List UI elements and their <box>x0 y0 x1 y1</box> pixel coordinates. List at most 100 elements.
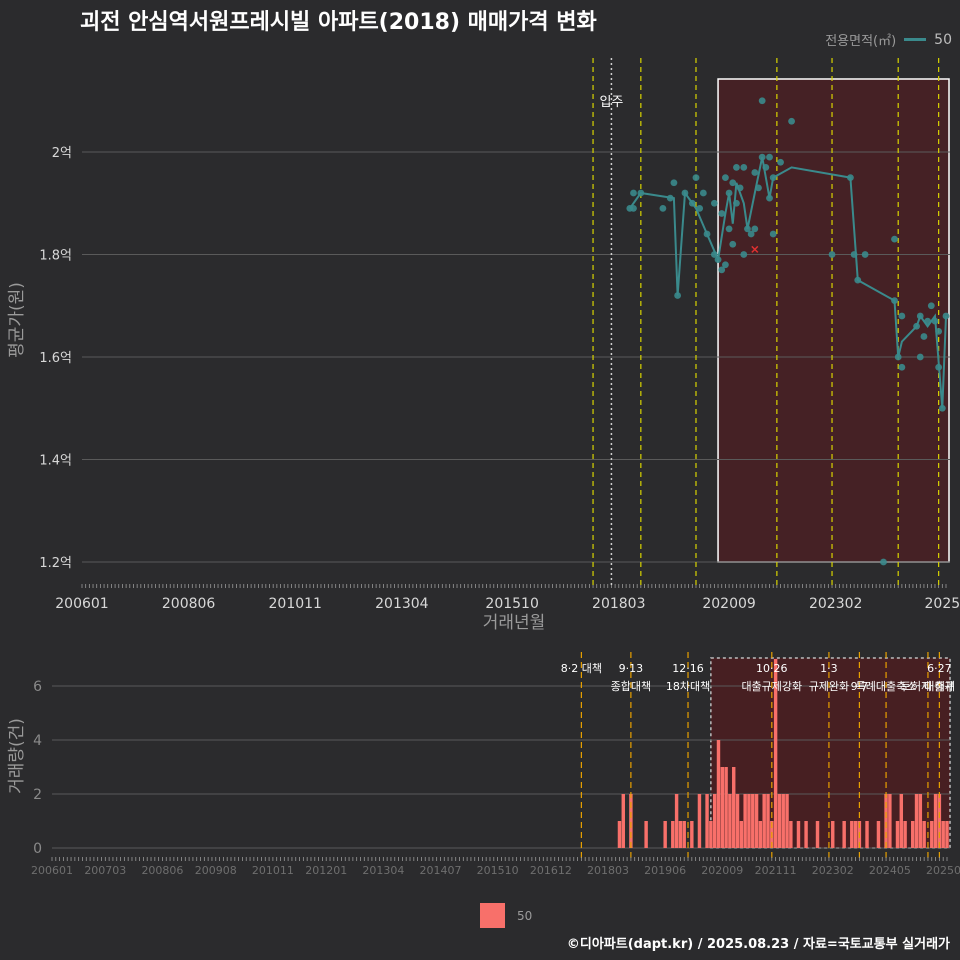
data-point <box>703 230 711 238</box>
y-tick-label-bottom: 0 <box>33 841 42 857</box>
event-sublabel: 18차대책 <box>666 680 710 693</box>
data-point <box>630 189 637 197</box>
event-sublabel: 대출규 <box>924 680 954 693</box>
volume-bar <box>712 794 717 848</box>
volume-bar <box>937 794 942 848</box>
event-label: 1·3 <box>820 662 838 675</box>
event-label: 8·2 대책 <box>561 662 602 675</box>
data-point <box>751 225 759 233</box>
x-tick-label-bottom: 202009 <box>701 864 743 877</box>
x-tick-label-bottom: 201906 <box>644 864 686 877</box>
x-tick-label: 2025 <box>925 596 960 612</box>
volume-bar <box>758 821 763 848</box>
volume-bar <box>735 794 740 848</box>
data-point <box>854 276 862 284</box>
volume-bar <box>918 794 923 848</box>
y-tick-label-bottom: 6 <box>33 679 42 695</box>
chart-title: 괴전 안심역서원프레시빌 아파트(2018) 매매가격 변화 <box>80 10 597 35</box>
data-point <box>666 194 674 202</box>
volume-bar <box>941 821 945 848</box>
volume-bar <box>789 821 793 848</box>
x-tick-label: 201011 <box>269 596 322 612</box>
volume-bar <box>781 794 785 848</box>
data-point <box>674 292 682 299</box>
data-point <box>670 179 678 187</box>
data-point <box>722 261 729 269</box>
data-point <box>733 163 740 171</box>
event-sublabel: 종합대책 <box>611 680 651 693</box>
data-point <box>696 204 704 212</box>
volume-bar <box>739 821 744 848</box>
volume-bar <box>682 821 686 848</box>
x-tick-label-bottom: 201407 <box>419 864 461 877</box>
x-tick-label: 201803 <box>592 596 645 612</box>
legend-top-swatch <box>904 38 927 41</box>
volume-bar <box>853 821 858 848</box>
volume-bar <box>621 794 625 848</box>
legend-bottom: 50 <box>480 903 532 928</box>
data-point <box>699 189 707 197</box>
volume-bar <box>644 821 648 848</box>
volume-bar <box>842 821 846 848</box>
x-tick-label: 201510 <box>485 596 538 612</box>
volume-bar <box>930 821 934 848</box>
y-tick-label-bottom: 2 <box>33 787 42 803</box>
volume-bar <box>895 821 900 848</box>
y-axis-label: 평균가(원) <box>7 282 27 358</box>
volume-bar <box>933 794 938 848</box>
data-point <box>758 97 766 105</box>
volume-bar <box>903 821 907 848</box>
event-label: 10·26 <box>756 662 788 675</box>
data-point <box>769 174 777 182</box>
event-label: 12·16 <box>672 662 704 675</box>
data-point <box>736 184 744 192</box>
volume-bar <box>663 821 667 848</box>
volume-bar <box>747 794 751 848</box>
data-point <box>733 199 740 207</box>
x-tick-label-bottom: 202508 <box>926 864 960 877</box>
data-point <box>924 317 932 325</box>
event-sublabel: 규제완화 <box>809 680 849 693</box>
data-point <box>710 251 718 258</box>
data-point <box>747 230 755 238</box>
x-tick-label-bottom: 201510 <box>477 864 519 877</box>
x-tick-label-bottom: 202302 <box>812 864 854 877</box>
movein-annotation: 입주 <box>599 95 623 110</box>
data-point <box>718 266 726 274</box>
data-point <box>891 235 898 243</box>
volume-bar <box>690 821 694 848</box>
data-point <box>777 158 784 166</box>
volume-bar <box>754 794 759 848</box>
data-point <box>751 169 759 176</box>
data-point <box>637 189 645 197</box>
legend-top: 전용면적(㎡) 50 <box>825 30 952 50</box>
volume-bar <box>911 821 915 848</box>
data-point <box>898 363 906 371</box>
legend-bottom-swatch <box>480 903 505 928</box>
volume-bar <box>876 821 881 848</box>
data-point <box>725 189 733 197</box>
data-point <box>898 312 906 320</box>
volume-bar <box>732 767 736 848</box>
data-point <box>722 174 729 182</box>
data-point <box>935 363 943 371</box>
legend-bottom-value: 50 <box>517 908 533 923</box>
x-tick-label: 202302 <box>809 596 862 612</box>
y-tick-label: 1.2억 <box>39 556 72 571</box>
volume-bar <box>629 794 633 848</box>
data-point <box>894 353 902 361</box>
data-point <box>766 194 773 202</box>
data-point <box>850 251 858 258</box>
data-point <box>692 174 700 182</box>
data-point <box>714 256 722 264</box>
data-point <box>740 251 748 258</box>
data-point <box>758 153 766 161</box>
x-tick-label-bottom: 202111 <box>755 864 797 877</box>
x-tick-label-bottom: 201304 <box>362 864 404 877</box>
data-point <box>710 199 718 207</box>
y-tick-label: 1.6억 <box>39 351 72 366</box>
data-point <box>861 251 869 258</box>
legend-top-value: 50 <box>934 31 952 48</box>
volume-bar <box>831 821 835 848</box>
